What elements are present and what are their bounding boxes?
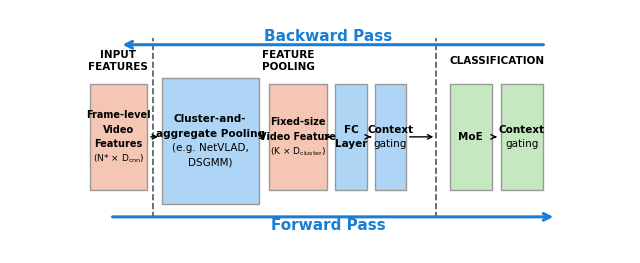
FancyBboxPatch shape xyxy=(374,84,406,190)
Text: FEATURE
POOLING: FEATURE POOLING xyxy=(262,50,315,72)
Text: Context: Context xyxy=(499,125,545,135)
FancyBboxPatch shape xyxy=(162,78,259,204)
Text: Forward Pass: Forward Pass xyxy=(271,219,385,234)
Text: aggregate Pooling: aggregate Pooling xyxy=(156,129,265,139)
Text: (K $\times$ D$_{\mathregular{cluster}}$): (K $\times$ D$_{\mathregular{cluster}}$) xyxy=(270,145,326,158)
FancyBboxPatch shape xyxy=(500,84,543,190)
Text: gating: gating xyxy=(505,139,538,149)
Text: FC: FC xyxy=(344,125,358,135)
Text: Cluster-and-: Cluster-and- xyxy=(174,114,246,124)
Text: INPUT
FEATURES: INPUT FEATURES xyxy=(88,50,148,72)
FancyBboxPatch shape xyxy=(90,84,147,190)
FancyBboxPatch shape xyxy=(449,84,492,190)
Text: Frame-level: Frame-level xyxy=(86,110,151,120)
Text: Fixed-size: Fixed-size xyxy=(270,117,326,127)
Text: Video: Video xyxy=(103,125,134,135)
Text: Context: Context xyxy=(367,125,413,135)
Text: (N* $\times$ D$_{\mathregular{cnn}}$): (N* $\times$ D$_{\mathregular{cnn}}$) xyxy=(93,153,144,165)
Text: MoE: MoE xyxy=(458,132,483,142)
Text: CLASSIFICATION: CLASSIFICATION xyxy=(449,56,544,66)
Text: (e.g. NetVLAD,: (e.g. NetVLAD, xyxy=(172,143,248,153)
Text: DSGMM): DSGMM) xyxy=(188,158,232,168)
Text: Backward Pass: Backward Pass xyxy=(264,29,392,44)
Text: Layer: Layer xyxy=(335,139,367,149)
FancyBboxPatch shape xyxy=(335,84,367,190)
FancyBboxPatch shape xyxy=(269,84,326,190)
Text: Features: Features xyxy=(94,139,143,149)
Text: gating: gating xyxy=(374,139,407,149)
Text: Video Feature: Video Feature xyxy=(259,132,337,142)
